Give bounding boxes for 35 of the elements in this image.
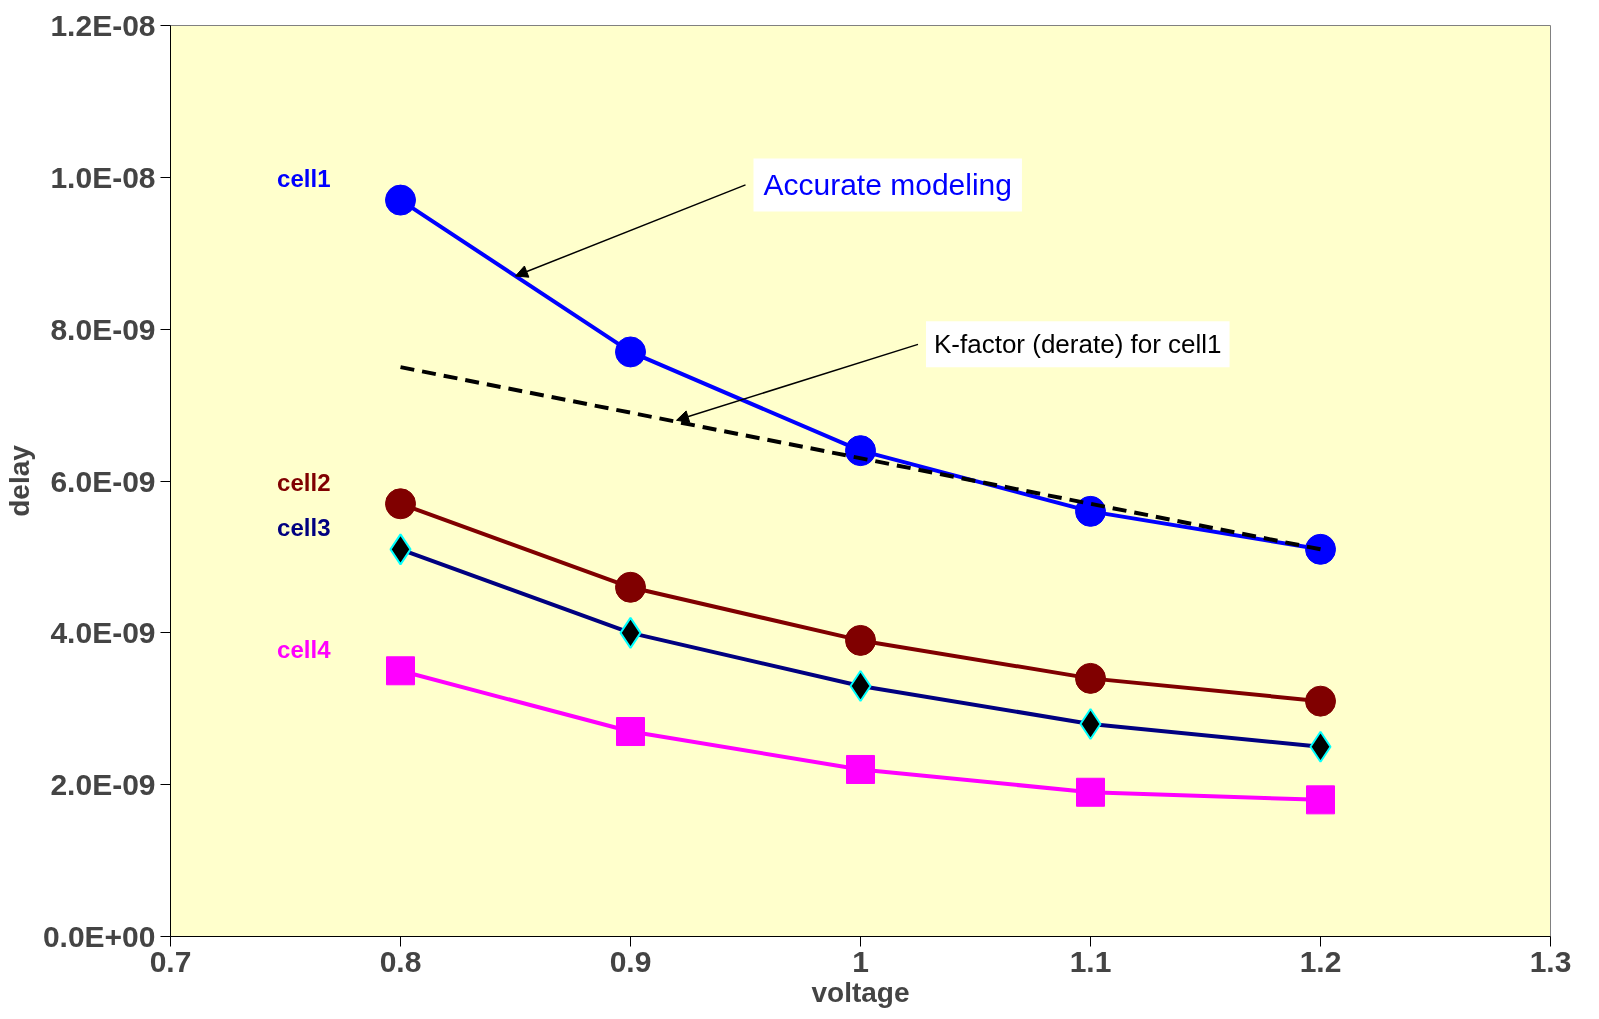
annotation: K-factor (derate) for cell1	[934, 329, 1222, 360]
point	[1306, 785, 1335, 815]
point	[1305, 685, 1336, 717]
point	[386, 656, 415, 686]
y-tick-label: 8.0E-09	[50, 312, 156, 346]
point	[1075, 662, 1106, 694]
point	[1075, 495, 1106, 527]
x-tick-label: 1.2	[1299, 944, 1342, 978]
text: cell4	[277, 635, 332, 663]
y-tick-label: 1.2E-08	[50, 9, 156, 42]
annotation: Accurate modeling	[763, 168, 1012, 202]
point	[846, 754, 875, 784]
point	[845, 624, 876, 656]
point	[385, 184, 416, 216]
y-tick-label: 4.0E-09	[50, 616, 156, 650]
point	[615, 336, 646, 368]
text: cell2	[277, 468, 331, 496]
point	[615, 571, 646, 603]
x-tick-label: 1.1	[1069, 944, 1112, 978]
y-tick-label: 6.0E-09	[50, 464, 156, 498]
y-axis-title: delay	[3, 444, 35, 517]
y-tick-label: 1.0E-08	[50, 160, 156, 194]
x-tick-label: 1	[852, 944, 869, 978]
x-axis-title: voltage	[811, 976, 910, 1008]
y-tick-label: 2.0E-09	[50, 768, 156, 802]
x-tick-label: 0.9	[609, 944, 652, 978]
point	[1305, 533, 1336, 565]
x-tick-label: 1.3	[1529, 944, 1572, 978]
point	[616, 717, 645, 747]
point	[1076, 777, 1105, 807]
point	[845, 435, 876, 467]
x-tick-label: 0.8	[379, 944, 422, 978]
text: cell1	[277, 165, 331, 193]
text: cell3	[277, 514, 331, 542]
point	[385, 488, 416, 520]
